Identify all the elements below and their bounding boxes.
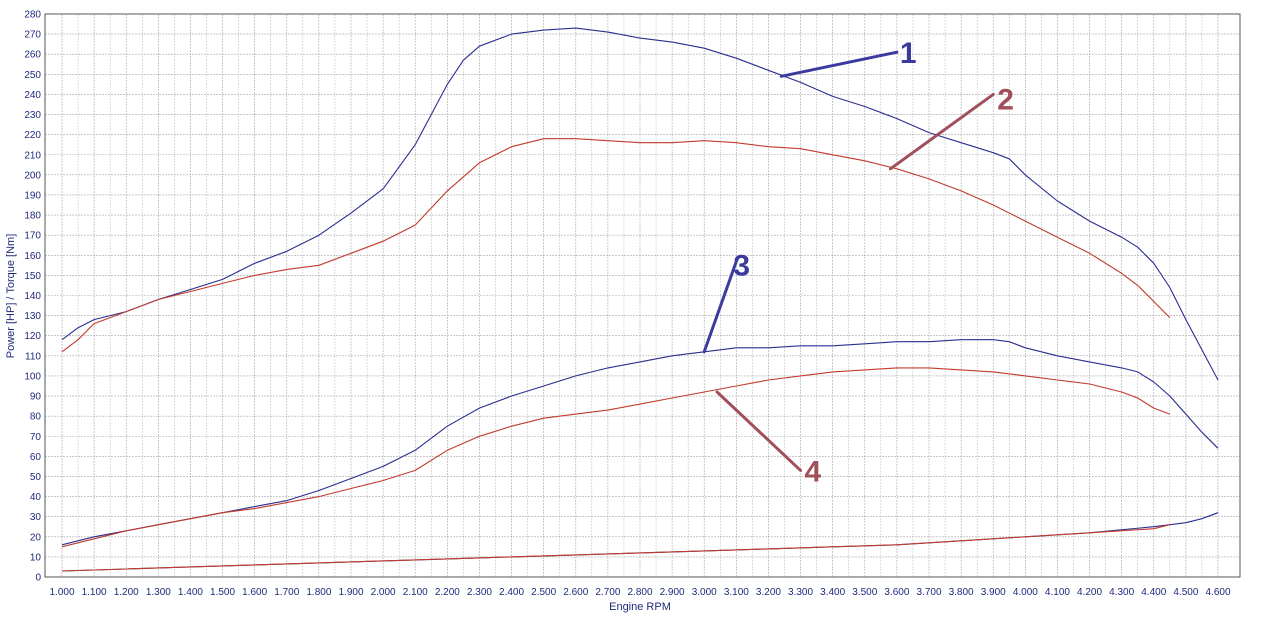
x-tick-label: 1.900 bbox=[338, 587, 363, 598]
x-tick-label: 3.300 bbox=[788, 587, 813, 598]
x-tick-label: 3.600 bbox=[884, 587, 909, 598]
x-tick-label: 1.100 bbox=[82, 587, 107, 598]
y-tick-label: 60 bbox=[30, 452, 42, 463]
y-tick-label: 280 bbox=[24, 10, 41, 21]
y-tick-label: 140 bbox=[24, 291, 41, 302]
x-tick-label: 2.300 bbox=[467, 587, 492, 598]
x-tick-label: 2.500 bbox=[531, 587, 556, 598]
x-tick-label: 4.100 bbox=[1045, 587, 1070, 598]
x-tick-label: 2.600 bbox=[563, 587, 588, 598]
x-tick-label: 1.000 bbox=[49, 587, 74, 598]
y-tick-label: 160 bbox=[24, 251, 41, 262]
x-tick-label: 3.200 bbox=[756, 587, 781, 598]
x-tick-label: 4.000 bbox=[1013, 587, 1038, 598]
y-tick-label: 190 bbox=[24, 190, 41, 201]
x-tick-label: 4.600 bbox=[1205, 587, 1230, 598]
callout-line-3 bbox=[702, 259, 738, 354]
x-tick-label: 1.800 bbox=[306, 587, 331, 598]
x-tick-label: 4.400 bbox=[1141, 587, 1166, 598]
y-tick-label: 110 bbox=[25, 351, 41, 362]
y-tick-label: 230 bbox=[24, 110, 41, 121]
x-tick-label: 1.300 bbox=[146, 587, 171, 598]
x-tick-label: 1.600 bbox=[242, 587, 267, 598]
x-tick-label: 4.300 bbox=[1109, 587, 1134, 598]
callout-line-4 bbox=[715, 390, 803, 472]
x-tick-label: 2.100 bbox=[403, 587, 428, 598]
series-line-1 bbox=[61, 27, 1219, 381]
y-tick-label: 80 bbox=[30, 412, 42, 423]
y-axis-ticks: 0 10 20 30 40 50 60 70 80 90 100 110 120 130 140 150 160… bbox=[24, 10, 41, 584]
x-tick-label: 3.900 bbox=[981, 587, 1006, 598]
y-tick-label: 20 bbox=[30, 532, 42, 543]
y-tick-label: 130 bbox=[24, 311, 41, 322]
y-tick-label: 30 bbox=[30, 512, 42, 523]
x-tick-label: 2.000 bbox=[371, 587, 396, 598]
y-tick-label: 250 bbox=[24, 70, 41, 81]
series-lines bbox=[61, 27, 1219, 572]
callout-label-3: 3 bbox=[733, 249, 750, 282]
x-tick-label: 1.400 bbox=[178, 587, 203, 598]
x-tick-label: 4.200 bbox=[1077, 587, 1102, 598]
y-tick-label: 40 bbox=[30, 492, 42, 503]
series-line-6 bbox=[61, 524, 1170, 572]
x-tick-label: 2.800 bbox=[627, 587, 652, 598]
series-line-4 bbox=[61, 367, 1170, 548]
callout-label-1: 1 bbox=[900, 37, 917, 70]
x-tick-label: 4.500 bbox=[1173, 587, 1198, 598]
y-tick-label: 150 bbox=[24, 271, 41, 282]
y-tick-label: 270 bbox=[24, 30, 41, 41]
grid bbox=[45, 13, 1240, 578]
y-tick-label: 200 bbox=[24, 170, 41, 181]
x-tick-label: 2.700 bbox=[595, 587, 620, 598]
x-tick-label: 1.500 bbox=[210, 587, 235, 598]
y-tick-label: 180 bbox=[24, 211, 41, 222]
y-tick-label: 120 bbox=[24, 331, 41, 342]
plot-frame bbox=[44, 13, 1241, 578]
y-tick-label: 210 bbox=[24, 150, 41, 161]
callout-line-1 bbox=[779, 50, 899, 78]
y-tick-label: 260 bbox=[24, 50, 41, 61]
callout-label-2: 2 bbox=[997, 83, 1014, 116]
x-tick-label: 2.900 bbox=[660, 587, 685, 598]
x-tick-label: 2.200 bbox=[435, 587, 460, 598]
y-tick-label: 50 bbox=[30, 472, 42, 483]
y-tick-label: 10 bbox=[30, 552, 42, 563]
x-tick-label: 3.800 bbox=[949, 587, 974, 598]
x-tick-label: 3.100 bbox=[724, 587, 749, 598]
x-tick-label: 3.000 bbox=[692, 587, 717, 598]
callouts: 1 2 3 4 bbox=[702, 37, 1014, 488]
y-tick-label: 170 bbox=[24, 231, 41, 242]
y-tick-label: 70 bbox=[30, 432, 42, 443]
y-tick-label: 240 bbox=[24, 90, 41, 101]
x-tick-label: 3.500 bbox=[852, 587, 877, 598]
callout-label-4: 4 bbox=[805, 455, 822, 488]
x-tick-label: 1.200 bbox=[114, 587, 139, 598]
y-tick-label: 0 bbox=[35, 573, 41, 584]
x-tick-label: 3.700 bbox=[916, 587, 941, 598]
x-axis-ticks: 1.000 1.100 1.200 1.300 1.400 1.500 1.600 1.700… bbox=[49, 587, 1230, 598]
x-tick-label: 2.400 bbox=[499, 587, 524, 598]
callout-line-2 bbox=[888, 92, 995, 171]
x-tick-label: 1.700 bbox=[274, 587, 299, 598]
y-tick-label: 220 bbox=[24, 130, 41, 141]
series-line-2 bbox=[61, 138, 1171, 353]
x-axis-label: Engine RPM bbox=[609, 601, 671, 613]
y-tick-label: 100 bbox=[24, 371, 41, 382]
y-axis-label: Power [HP] / Torque [Nm] bbox=[5, 234, 17, 359]
y-tick-label: 90 bbox=[30, 392, 42, 403]
x-tick-label: 3.400 bbox=[820, 587, 845, 598]
